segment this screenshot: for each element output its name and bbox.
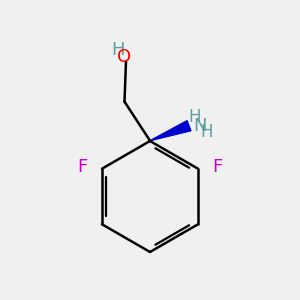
Text: H: H <box>112 41 125 59</box>
Text: O: O <box>117 48 132 66</box>
Text: H: H <box>201 123 213 141</box>
Text: N: N <box>194 117 207 135</box>
Text: F: F <box>212 158 223 176</box>
Text: F: F <box>77 158 88 176</box>
Text: H: H <box>189 108 201 126</box>
Polygon shape <box>150 121 191 141</box>
